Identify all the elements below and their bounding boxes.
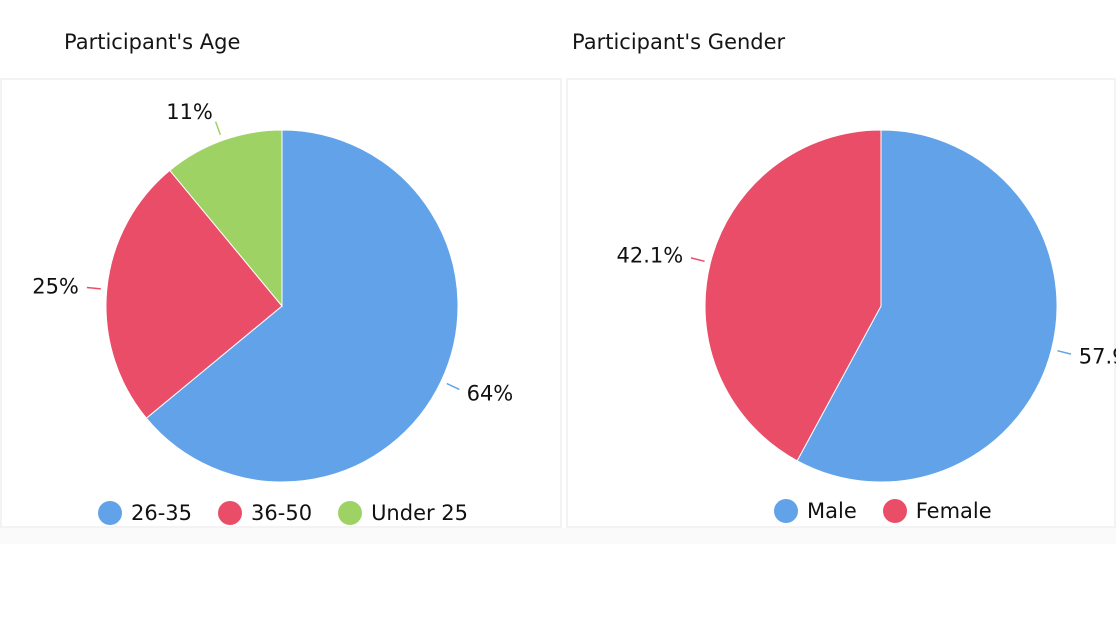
- age-legend: 26-35 36-50 Under 25: [98, 501, 468, 525]
- age-pie-svg: 64% 25% 11%: [32, 100, 514, 483]
- legend-label-under-25: Under 25: [371, 501, 469, 525]
- leader-line-26-35: [446, 382, 460, 391]
- pie-slice-under-25[interactable]: [169, 129, 283, 308]
- legend-label-36-50: 36-50: [251, 501, 313, 525]
- pie-slice-female[interactable]: [704, 129, 882, 462]
- leader-line-male: [1057, 349, 1072, 355]
- legend-item-36-50[interactable]: 36-50: [218, 501, 312, 525]
- pie-slice-26-35[interactable]: [145, 129, 459, 483]
- legend-dot-26-35: [98, 501, 122, 525]
- pie-slice-male[interactable]: [796, 129, 1058, 483]
- slice-label-36-50: 25%: [32, 275, 79, 299]
- age-chart-title: Participant's Age: [64, 30, 241, 54]
- leader-line-36-50: [86, 286, 101, 290]
- slice-label-26-35: 64%: [467, 382, 514, 406]
- legend-dot-male: [774, 499, 798, 523]
- legend-item-under-25[interactable]: Under 25: [338, 501, 468, 525]
- legend-dot-female: [882, 499, 907, 523]
- gender-chart-title: Participant's Gender: [572, 30, 786, 54]
- leader-line-under-25: [214, 121, 222, 136]
- bottom-strip: [0, 528, 1116, 544]
- legend-item-26-35[interactable]: 26-35: [98, 501, 192, 525]
- legend-dot-under-25: [338, 501, 363, 525]
- legend-item-female[interactable]: Female: [882, 499, 992, 523]
- legend-label-26-35: 26-35: [131, 501, 193, 525]
- legend-item-male[interactable]: Male: [774, 499, 857, 523]
- legend-dot-36-50: [218, 501, 243, 525]
- slice-label-female: 42.1%: [617, 243, 684, 267]
- pie-slice-36-50[interactable]: [105, 169, 283, 419]
- gender-legend: Male Female: [774, 499, 992, 523]
- gender-pie-svg: 57.9% 42.1%: [617, 129, 1116, 483]
- gender-chart-card: 57.9% 42.1% Male Female: [566, 78, 1116, 528]
- legend-label-female: Female: [915, 499, 992, 523]
- slice-label-male: 57.9%: [1079, 345, 1116, 369]
- slice-label-under-25: 11%: [166, 100, 213, 124]
- age-chart-card: 64% 25% 11% 26-35 36-50 Under 25: [0, 78, 562, 528]
- leader-line-female: [690, 257, 705, 263]
- legend-label-male: Male: [807, 499, 857, 523]
